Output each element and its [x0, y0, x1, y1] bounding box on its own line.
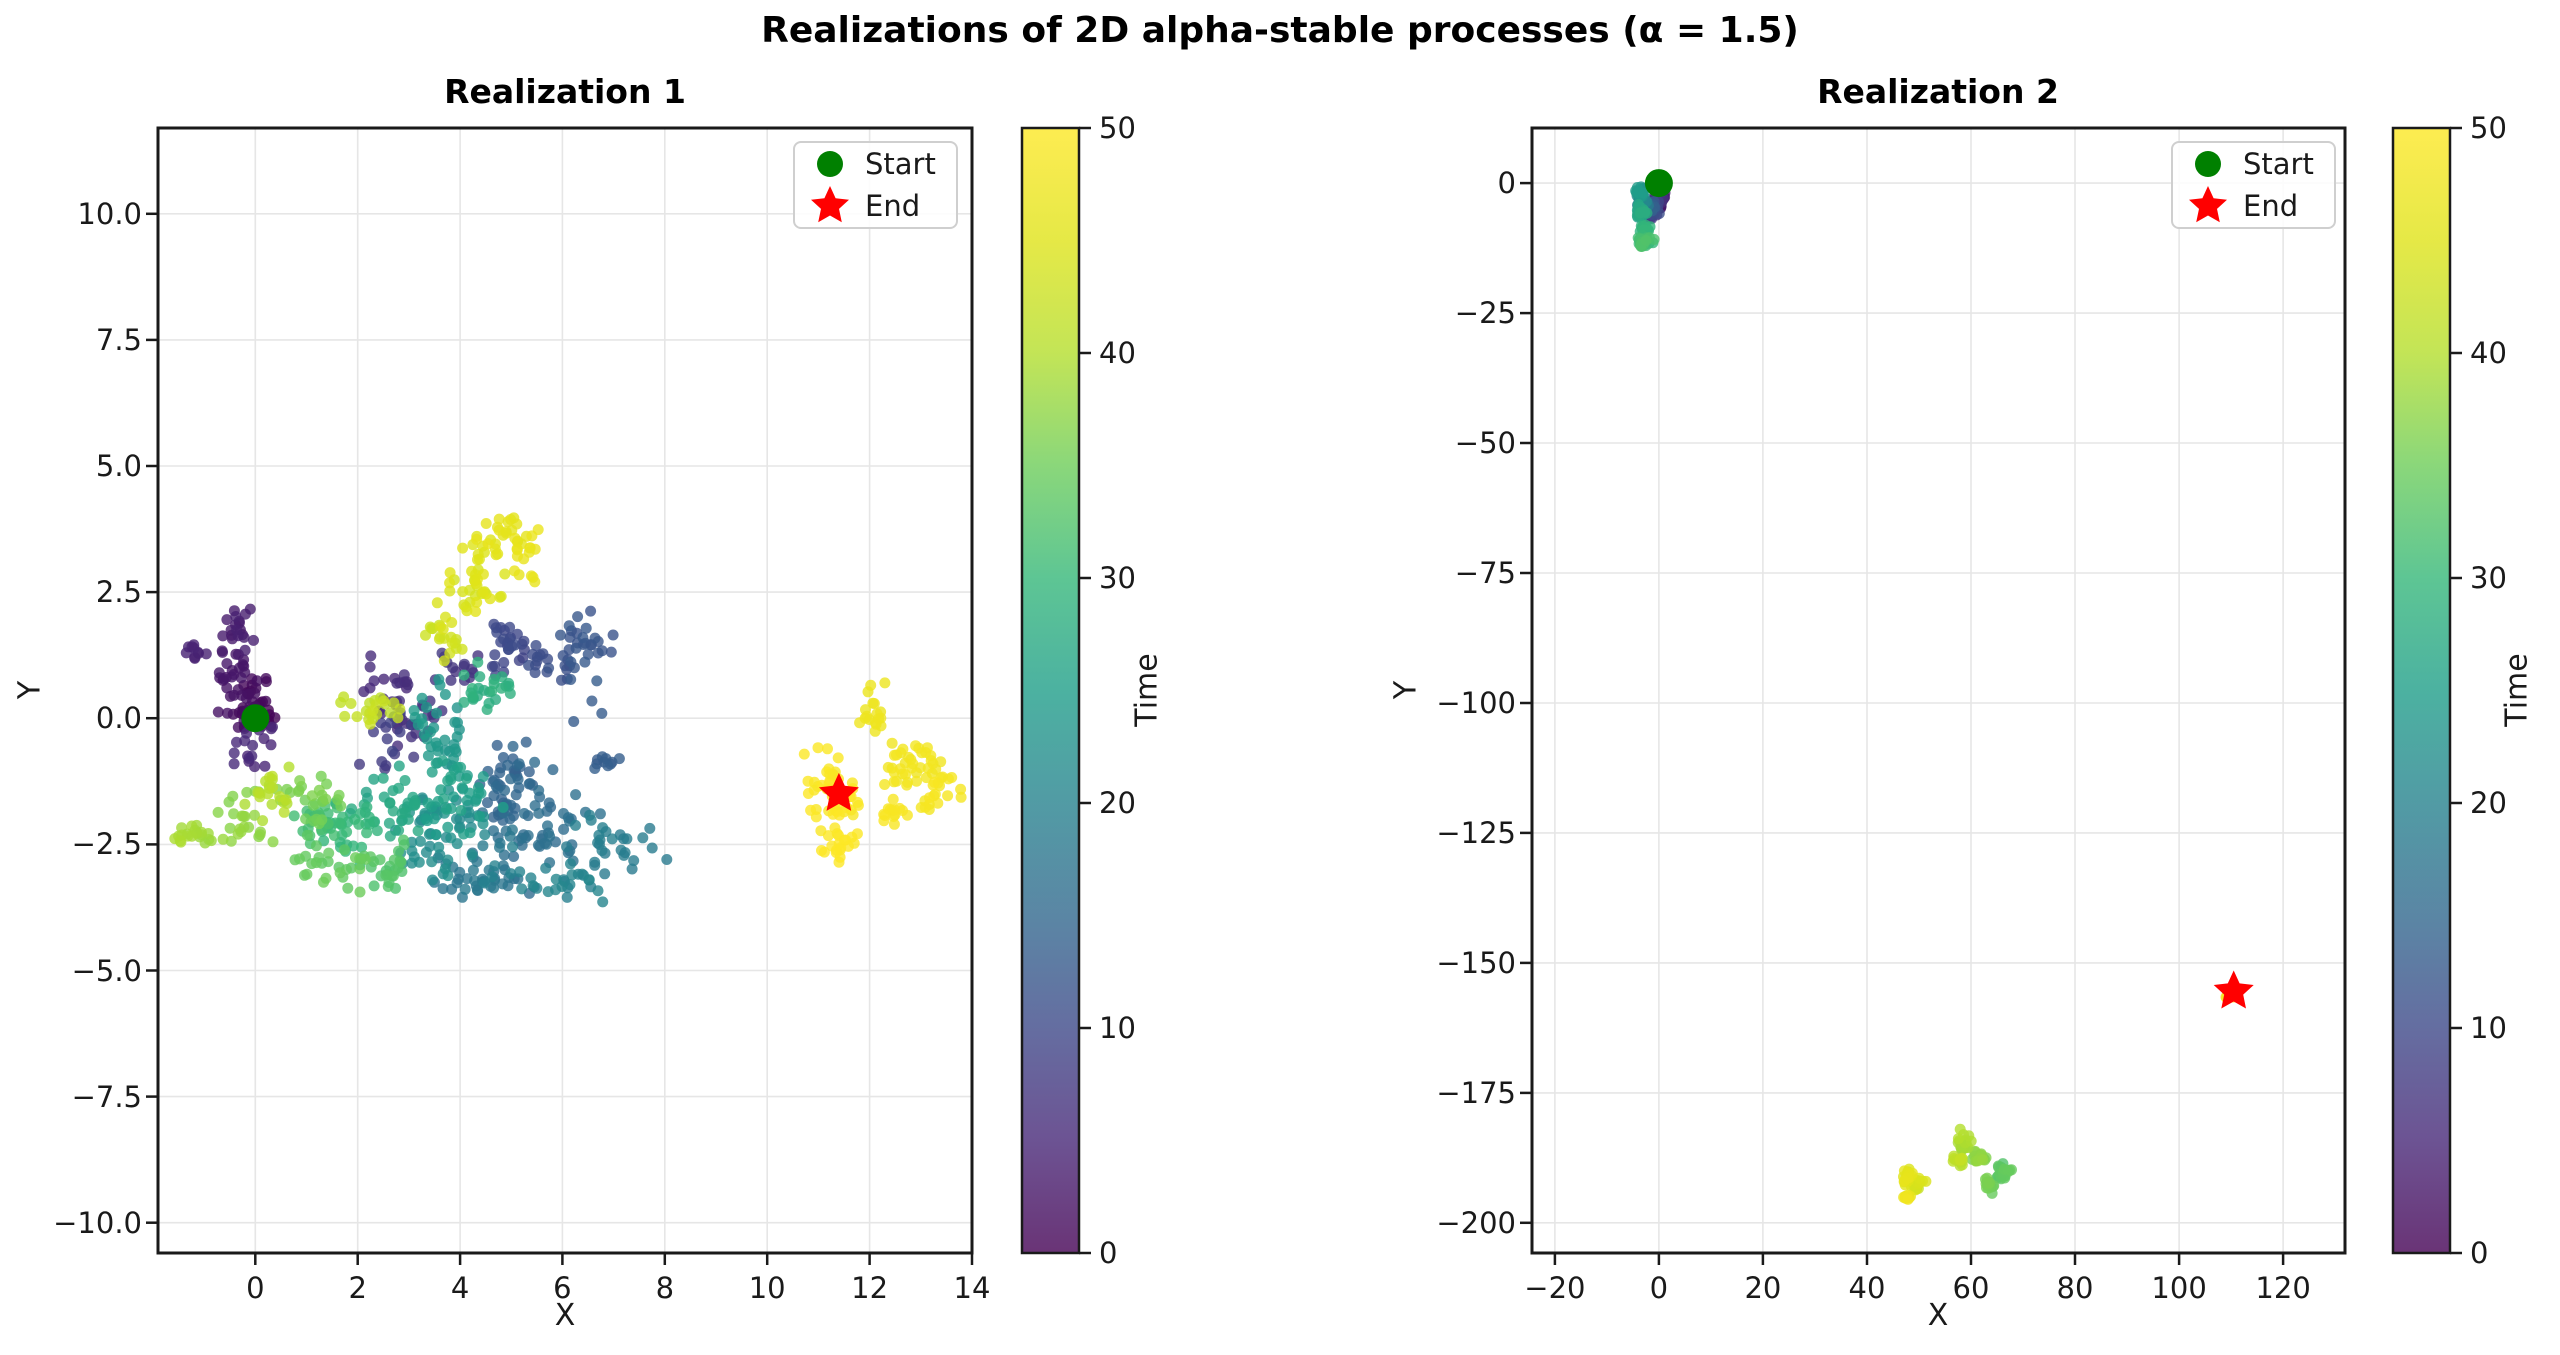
- scatter-points: [169, 176, 2240, 1205]
- colorbar-tick-label: 40: [2470, 336, 2507, 370]
- plot2-yaxis-label: Y: [1388, 680, 1424, 700]
- x-tick-label: 100: [2151, 1271, 2207, 1305]
- x-tick-label: 6: [553, 1271, 572, 1305]
- plot2-title: Realization 2: [1817, 72, 2059, 111]
- plot2-xaxis-label: X: [1927, 1298, 1949, 1333]
- colorbar-tick-label: 20: [2470, 786, 2507, 820]
- colorbar-tick-label: 0: [2470, 1236, 2489, 1270]
- legend-start-label: Start: [2243, 147, 2314, 181]
- x-tick-label: 80: [2056, 1271, 2094, 1305]
- y-tick-label: 2.5: [95, 575, 142, 610]
- x-tick-label: −20: [1524, 1271, 1586, 1305]
- x-tick-label: 120: [2255, 1271, 2311, 1305]
- legend-start-row: Start: [2173, 143, 2334, 185]
- colorbar-tick-label: 10: [1099, 1011, 1136, 1045]
- plot1-legend: Start End: [793, 141, 958, 229]
- x-tick-label: 4: [450, 1271, 470, 1305]
- legend-start-row: Start: [795, 143, 956, 185]
- x-tick-label: 8: [655, 1271, 675, 1305]
- y-tick-label: −7.5: [71, 1079, 142, 1114]
- start-circle-icon: [817, 151, 843, 177]
- legend-start-label: Start: [865, 147, 936, 181]
- plot1-colorbar-label: Time: [1129, 653, 1165, 727]
- x-tick-label: 40: [1848, 1271, 1886, 1305]
- colorbar-tick-label: 40: [1099, 336, 1136, 370]
- x-tick-label: 60: [1952, 1271, 1990, 1305]
- colorbar-tick-label: 20: [1099, 786, 1136, 820]
- y-tick-label: 5.0: [95, 449, 142, 483]
- x-tick-label: 12: [851, 1271, 889, 1305]
- x-tick-label: 10: [748, 1271, 786, 1305]
- plot2-legend: Start End: [2171, 141, 2336, 229]
- figure-title: Realizations of 2D alpha-stable processe…: [761, 10, 1799, 51]
- x-tick-label: 20: [1744, 1271, 1782, 1305]
- y-tick-label: −100: [1436, 686, 1516, 720]
- y-tick-label: −10.0: [53, 1205, 142, 1240]
- end-star-icon: [811, 186, 849, 223]
- colorbar-tick-label: 10: [2470, 1011, 2507, 1045]
- colorbar-tick-label: 30: [2470, 561, 2507, 595]
- legend-end-row: End: [2173, 185, 2334, 227]
- y-tick-label: −25: [1454, 296, 1516, 331]
- axes-frames-and-ticks: [146, 126, 2347, 1265]
- plot1-xaxis-label: X: [554, 1298, 576, 1333]
- colorbar-tick-label: 50: [1099, 111, 1136, 145]
- start-circle-icon: [2195, 151, 2221, 177]
- plot1-yaxis-label: Y: [12, 680, 48, 700]
- legend-end-label: End: [2243, 189, 2299, 223]
- y-tick-label: 0.0: [95, 701, 142, 736]
- y-tick-label: −75: [1454, 556, 1516, 590]
- plot2-colorbar-label: Time: [2499, 653, 2535, 727]
- y-tick-label: −50: [1454, 426, 1516, 460]
- legend-end-row: End: [795, 185, 956, 227]
- x-tick-label: 2: [348, 1271, 367, 1305]
- end-star-icon: [2189, 186, 2227, 223]
- y-tick-label: −2.5: [71, 827, 142, 862]
- y-tick-label: 10.0: [77, 196, 142, 231]
- plot1-title: Realization 1: [444, 72, 686, 111]
- y-tick-label: −150: [1436, 945, 1516, 980]
- x-tick-label: 14: [953, 1271, 991, 1305]
- y-tick-label: −175: [1436, 1075, 1516, 1110]
- colorbar-tick-label: 50: [2470, 111, 2507, 145]
- y-tick-label: 0: [1497, 166, 1516, 201]
- colorbar-tick-label: 0: [1099, 1236, 1118, 1270]
- x-tick-label: 0: [1649, 1271, 1669, 1305]
- y-tick-label: −125: [1436, 815, 1516, 850]
- colorbar-tick-label: 30: [1099, 561, 1136, 595]
- x-tick-label: 0: [246, 1271, 265, 1305]
- y-tick-label: −200: [1436, 1205, 1516, 1240]
- y-tick-label: 7.5: [95, 322, 142, 357]
- start-end-markers: [241, 169, 2254, 1009]
- y-tick-label: −5.0: [71, 953, 142, 988]
- legend-end-label: End: [865, 189, 921, 223]
- colorbars: [1020, 126, 2462, 1255]
